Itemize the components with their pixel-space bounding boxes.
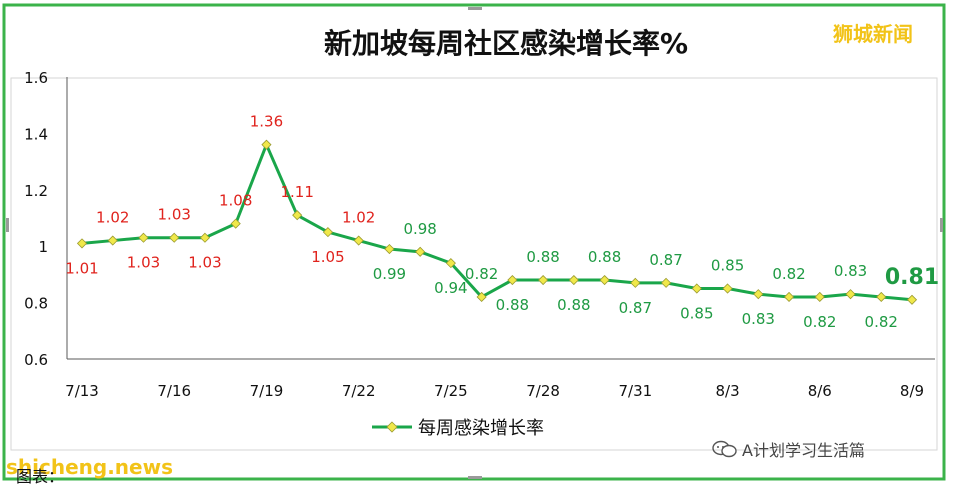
x-tick-label: 7/19 bbox=[250, 382, 284, 400]
data-label: 1.36 bbox=[250, 113, 283, 131]
data-label: 0.88 bbox=[496, 296, 529, 314]
y-tick-label: 0.6 bbox=[24, 351, 48, 369]
y-axis: 0.6 0.8 1 1.2 1.4 1.6 bbox=[24, 69, 68, 369]
account-name: A计划学习生活篇 bbox=[742, 441, 865, 460]
x-tick-label: 7/13 bbox=[65, 382, 99, 400]
data-point bbox=[76, 238, 88, 249]
data-point bbox=[783, 291, 795, 303]
data-point bbox=[169, 232, 180, 243]
chart-caption: 图表： bbox=[16, 467, 65, 486]
data-label: 0.82 bbox=[465, 265, 498, 283]
y-tick-label: 1.6 bbox=[24, 69, 48, 87]
data-point bbox=[507, 274, 518, 286]
data-point bbox=[292, 210, 303, 221]
x-axis: 7/13 7/16 7/19 7/22 7/25 7/28 7/31 8/3 8/6 8/9 bbox=[65, 358, 935, 400]
data-point bbox=[722, 283, 733, 294]
data-label: 0.99 bbox=[373, 265, 406, 283]
y-tick-label: 1.2 bbox=[24, 182, 48, 200]
data-label: 1.11 bbox=[280, 183, 313, 201]
data-label: 0.82 bbox=[803, 313, 836, 331]
data-label: 0.83 bbox=[834, 262, 867, 280]
x-tick-label: 7/22 bbox=[342, 382, 376, 400]
x-tick-label: 7/25 bbox=[434, 382, 468, 400]
data-label: 1.02 bbox=[342, 209, 375, 227]
data-label: 0.85 bbox=[680, 305, 713, 323]
x-tick-label: 8/3 bbox=[715, 382, 739, 400]
x-tick-label: 7/16 bbox=[157, 382, 191, 400]
data-point bbox=[353, 235, 364, 246]
data-point bbox=[814, 291, 825, 303]
data-point bbox=[906, 294, 918, 305]
data-label: 0.98 bbox=[403, 220, 436, 238]
data-label: 0.81 bbox=[885, 265, 939, 290]
data-label: 1.08 bbox=[219, 192, 252, 210]
account-mark: A计划学习生活篇 bbox=[712, 437, 865, 461]
wechat-bubbles-icon bbox=[712, 440, 737, 458]
data-label: 0.87 bbox=[649, 251, 682, 269]
data-point bbox=[138, 232, 149, 243]
data-label: 0.88 bbox=[588, 248, 621, 266]
series-layer bbox=[76, 139, 918, 305]
y-tick-label: 1 bbox=[38, 238, 48, 256]
data-labels: 1.01 1.02 1.03 1.03 1.03 1.08 1.36 1.11 1.05 1.02… bbox=[65, 113, 939, 331]
data-label: 0.94 bbox=[434, 279, 467, 297]
data-label: 0.82 bbox=[772, 265, 805, 283]
data-label: 1.02 bbox=[96, 209, 129, 227]
data-point bbox=[568, 274, 579, 286]
x-tick-label: 7/31 bbox=[618, 382, 652, 400]
x-tick-label: 8/6 bbox=[808, 382, 832, 400]
outer-border bbox=[2, 3, 946, 481]
site-watermark: shicheng.news bbox=[6, 455, 173, 479]
chart-title: 新加坡每周社区感染增长率% bbox=[324, 27, 688, 60]
data-point bbox=[445, 258, 456, 269]
inner-border bbox=[10, 77, 938, 451]
data-point bbox=[538, 274, 549, 286]
data-point bbox=[691, 283, 702, 294]
data-point bbox=[199, 232, 211, 243]
brand-watermark: 狮城新闻 bbox=[833, 22, 913, 46]
data-point bbox=[753, 289, 764, 300]
data-point bbox=[384, 243, 395, 255]
data-label: 1.03 bbox=[188, 254, 221, 272]
data-label: 0.82 bbox=[865, 313, 898, 331]
legend-marker bbox=[386, 421, 398, 433]
data-point bbox=[876, 291, 887, 303]
data-label: 0.85 bbox=[711, 257, 744, 275]
series-line bbox=[81, 143, 913, 302]
data-point bbox=[322, 227, 333, 238]
x-tick-label: 7/28 bbox=[526, 382, 560, 400]
data-label: 0.87 bbox=[619, 299, 652, 317]
data-label: 1.03 bbox=[158, 206, 191, 224]
legend: 每周感染增长率 bbox=[372, 418, 544, 439]
data-point bbox=[599, 274, 610, 286]
resize-handles bbox=[6, 7, 943, 479]
data-point bbox=[845, 289, 856, 300]
legend-label: 每周感染增长率 bbox=[418, 418, 544, 439]
data-label: 1.03 bbox=[127, 254, 160, 272]
data-label: 0.88 bbox=[557, 296, 590, 314]
data-point bbox=[476, 291, 487, 303]
y-tick-label: 0.8 bbox=[24, 295, 48, 313]
data-label: 1.05 bbox=[311, 248, 344, 266]
data-point bbox=[630, 277, 641, 288]
data-label: 1.01 bbox=[65, 259, 98, 277]
data-point bbox=[107, 235, 118, 246]
y-tick-label: 1.4 bbox=[24, 125, 48, 143]
data-label: 0.83 bbox=[742, 310, 775, 328]
data-point bbox=[261, 139, 272, 150]
x-tick-label: 8/9 bbox=[900, 382, 924, 400]
data-point bbox=[415, 246, 426, 257]
data-label: 0.88 bbox=[526, 248, 559, 266]
data-point bbox=[230, 218, 241, 229]
data-point bbox=[661, 277, 672, 288]
